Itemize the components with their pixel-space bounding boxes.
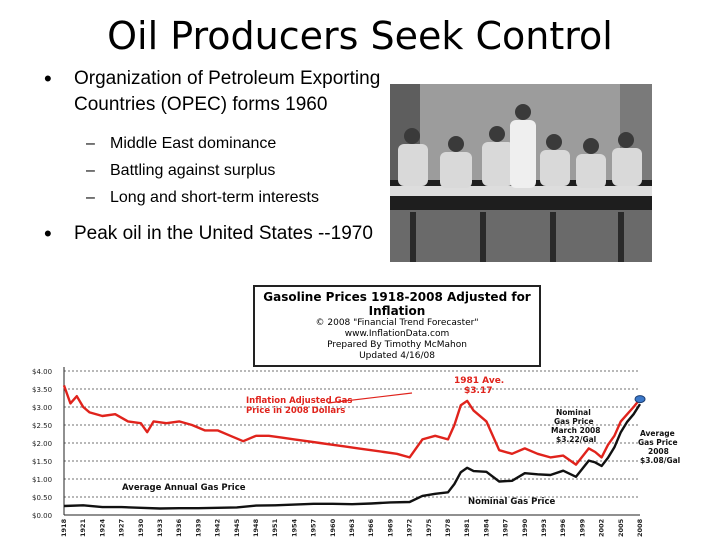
- x-tick-label: 1990: [521, 518, 529, 537]
- chart-credit: © 2008 "Financial Trend Forecaster": [315, 318, 479, 328]
- annotation-peak-line1: 1981 Ave.: [454, 376, 504, 386]
- x-tick-label: 1954: [290, 518, 298, 537]
- chart-credit: www.InflationData.com: [344, 329, 450, 339]
- annotation-average-1: Average: [640, 429, 675, 438]
- x-tick-label: 1942: [214, 519, 222, 537]
- x-tick-label: 1981: [463, 518, 471, 537]
- annotation-nominal-march-1: Nominal: [556, 408, 591, 417]
- x-tick-label: 1951: [271, 518, 279, 537]
- annotation-average-3: 2008: [648, 447, 669, 456]
- bullet-peak-oil: Peak oil in the United States --1970: [30, 221, 390, 247]
- y-tick-label: $3.00: [32, 404, 52, 412]
- annotation-nominal: Nominal Gas Price: [468, 497, 555, 507]
- series-line: [63, 403, 642, 510]
- annotation-nominal-march-3: March 2008: [551, 426, 601, 435]
- chart-credit: Prepared By Timothy McMahon: [327, 340, 467, 350]
- annotation-average-4: $3.08/Gal: [640, 456, 680, 465]
- y-tick-label: $1.00: [32, 476, 52, 484]
- series-line: [62, 384, 641, 466]
- y-tick-label: $4.00: [32, 368, 52, 376]
- x-tick-label: 1963: [348, 519, 356, 537]
- x-tick-label: 1918: [60, 518, 68, 537]
- x-tick-label: 1993: [540, 519, 548, 537]
- endpoint-marker: [634, 395, 646, 404]
- x-tick-label: 2008: [636, 518, 644, 537]
- opec-meeting-photo: [390, 84, 652, 262]
- annotation-inflation-line1: Inflation Adjusted Gas: [246, 396, 352, 406]
- slide-title: Oil Producers Seek Control: [107, 14, 613, 58]
- x-tick-label: 1975: [425, 518, 433, 537]
- x-tick-label: 1996: [559, 518, 567, 537]
- x-tick-label: 1978: [444, 518, 452, 537]
- y-tick-label: $2.00: [32, 440, 52, 448]
- annotation-peak-line2: $3.17: [464, 386, 492, 396]
- x-tick-label: 1939: [194, 518, 202, 537]
- x-tick-label: 2005: [617, 518, 625, 537]
- chart-title-box: Gasoline Prices 1918-2008 Adjusted for I…: [253, 285, 541, 367]
- x-tick-label: 1927: [118, 519, 126, 537]
- annotation-arrow: [327, 392, 413, 404]
- x-tick-label: 1999: [578, 518, 586, 537]
- annotation-average-annual: Average Annual Gas Price: [122, 483, 246, 493]
- x-tick-label: 1969: [386, 518, 394, 537]
- x-tick-label: 1936: [175, 518, 183, 537]
- x-tick-label: 1933: [156, 519, 164, 537]
- x-tick-label: 1984: [482, 518, 490, 537]
- sub-bullet-item: Middle East dominance: [30, 130, 390, 157]
- gas-price-chart: $4.00 $3.50 $3.00 $2.50 $2.00 $1.50 $1.00 $0.50…: [28, 285, 692, 540]
- x-tick-label: 2002: [598, 519, 606, 537]
- annotation-nominal-march-4: $3.22/Gal: [556, 435, 596, 444]
- x-tick-label: 1987: [502, 519, 510, 537]
- x-tick-label: 1924: [98, 518, 106, 537]
- x-tick-label: 1945: [233, 518, 241, 537]
- x-tick-label: 1948: [252, 518, 260, 537]
- bullet-list: Organization of Petroleum Exporting Coun…: [30, 66, 390, 247]
- annotation-nominal-march-2: Gas Price: [554, 417, 594, 426]
- x-tick-label: 1957: [310, 519, 318, 537]
- y-tick-label: $0.00: [32, 512, 52, 520]
- sub-bullet-item: Battling against surplus: [30, 157, 390, 184]
- x-tick-label: 1921: [79, 518, 87, 537]
- y-tick-label: $1.50: [32, 458, 52, 466]
- chart-title: Gasoline Prices 1918-2008 Adjusted for I…: [263, 290, 531, 318]
- x-tick-label: 1972: [406, 519, 414, 537]
- annotation-inflation-line2: Price in 2008 Dollars: [246, 406, 345, 416]
- sub-bullet-item: Long and short-term interests: [30, 184, 390, 211]
- x-tick-label: 1930: [137, 518, 145, 537]
- chart-credit: Updated 4/16/08: [359, 351, 435, 361]
- bullet-opec: Organization of Petroleum Exporting Coun…: [30, 66, 390, 118]
- annotation-average-2: Gas Price: [638, 438, 678, 447]
- y-tick-label: $3.50: [32, 386, 52, 394]
- x-tick-label: 1960: [329, 518, 337, 537]
- y-tick-label: $0.50: [32, 494, 52, 502]
- y-tick-label: $2.50: [32, 422, 52, 430]
- x-tick-label: 1966: [367, 518, 375, 537]
- sub-bullet-list: Middle East dominance Battling against s…: [30, 130, 390, 211]
